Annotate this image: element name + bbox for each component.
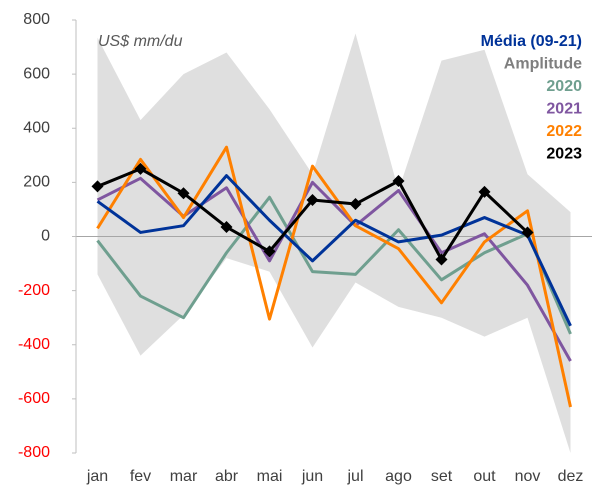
diamond-marker	[91, 180, 104, 193]
series-line	[96, 174, 572, 327]
background-layer	[97, 33, 571, 453]
x-tick-label: jun	[301, 468, 323, 485]
diamond-marker	[263, 245, 276, 258]
y-tick-label: 200	[23, 174, 50, 191]
y-tick-label: 800	[23, 11, 50, 28]
legend-entry: Média (09-21)	[481, 33, 582, 50]
diamond-marker	[306, 193, 319, 206]
diamond-marker	[478, 185, 491, 198]
x-tick-label: mai	[257, 468, 283, 485]
x-tick-label: out	[473, 468, 496, 485]
x-tick-label: abr	[215, 468, 239, 485]
diamond-marker	[521, 226, 534, 239]
x-tick-label: mar	[170, 468, 198, 485]
legend-entry: 2020	[546, 78, 582, 95]
y-tick-label: 0	[41, 228, 50, 245]
series-line	[96, 195, 572, 335]
x-tick-label: fev	[130, 468, 151, 485]
unit-annotation: US$ mm/du	[98, 33, 183, 50]
x-tick-label: nov	[515, 468, 541, 485]
y-tick-label: 400	[23, 119, 50, 136]
series-line	[96, 145, 572, 408]
legend-entry: 2023	[546, 146, 582, 163]
x-tick-label: jul	[346, 468, 363, 485]
y-tick-label: -200	[18, 282, 50, 299]
diamond-marker	[220, 221, 233, 234]
diamond-marker	[435, 253, 448, 266]
amplitude-band	[97, 33, 571, 453]
diamond-marker	[392, 175, 405, 188]
legend-entry: 2022	[546, 123, 582, 140]
diamond-marker	[134, 162, 147, 175]
legend-entry: 2021	[546, 101, 582, 118]
diamond-marker	[349, 198, 362, 211]
x-tick-label: ago	[385, 468, 412, 485]
x-tick-label: dez	[558, 468, 584, 485]
x-tick-label: jan	[86, 468, 108, 485]
y-tick-label: 600	[23, 65, 50, 82]
legend-entry: Amplitude	[504, 56, 582, 73]
x-tick-label: set	[431, 468, 453, 485]
y-tick-label: -800	[18, 444, 50, 461]
diamond-marker	[177, 187, 190, 200]
y-tick-label: -400	[18, 336, 50, 353]
y-tick-label: -600	[18, 390, 50, 407]
